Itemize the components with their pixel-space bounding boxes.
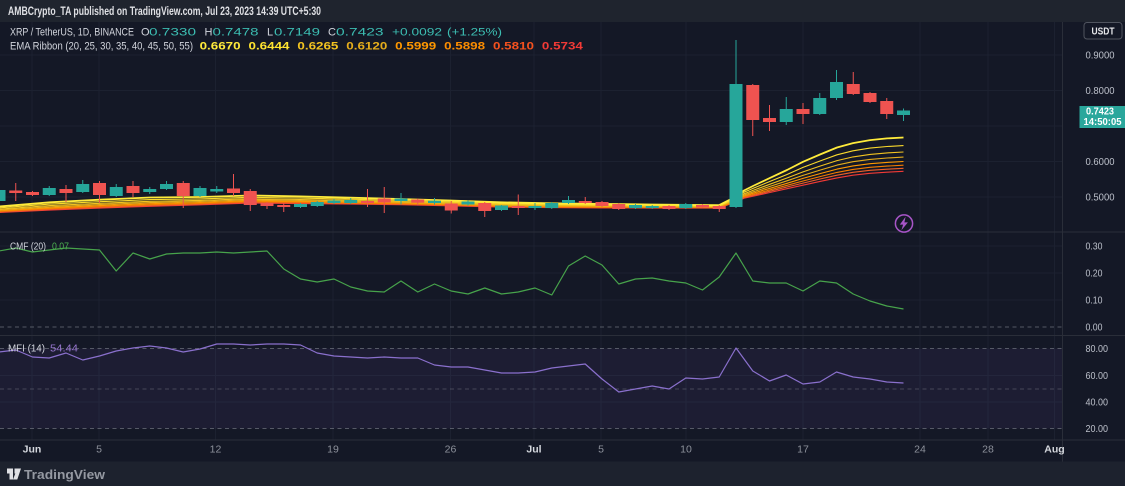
svg-text:5: 5: [598, 444, 604, 456]
svg-text:26: 26: [445, 444, 457, 456]
svg-text:0.8000: 0.8000: [1086, 85, 1115, 97]
svg-text:14:50:05: 14:50:05: [1084, 117, 1122, 128]
svg-text:XRP / TetherUS, 1D, BINANCE: XRP / TetherUS, 1D, BINANCE: [10, 27, 134, 39]
svg-text:0.10: 0.10: [1086, 295, 1103, 307]
svg-text:(+1.25%): (+1.25%): [447, 27, 502, 39]
svg-text:12: 12: [210, 444, 222, 456]
svg-text:MFI (14): MFI (14): [8, 343, 45, 355]
svg-text:54.44: 54.44: [50, 343, 78, 355]
svg-text:20.00: 20.00: [1086, 423, 1109, 435]
svg-text:EMA Ribbon (20, 25, 30, 35, 40: EMA Ribbon (20, 25, 30, 35, 40, 45, 50, …: [10, 41, 193, 53]
svg-text:0.6000: 0.6000: [1086, 156, 1115, 168]
svg-text:40.00: 40.00: [1086, 397, 1109, 409]
svg-text:0.6444: 0.6444: [249, 41, 291, 53]
svg-text:CMF (20): CMF (20): [10, 241, 46, 253]
svg-text:0.5810: 0.5810: [493, 41, 534, 53]
svg-text:C: C: [328, 27, 336, 39]
svg-text:17: 17: [797, 444, 809, 456]
svg-text:+0.0092: +0.0092: [392, 27, 442, 39]
svg-text:0.6120: 0.6120: [346, 41, 387, 53]
svg-text:0.5734: 0.5734: [542, 41, 584, 53]
svg-text:0.5999: 0.5999: [395, 41, 436, 53]
svg-text:0.07: 0.07: [52, 241, 69, 253]
svg-text:0.9000: 0.9000: [1086, 50, 1115, 62]
svg-text:28: 28: [982, 444, 994, 456]
svg-text:USDT: USDT: [1092, 27, 1115, 38]
svg-text:Jun: Jun: [23, 444, 42, 456]
svg-text:0.7330: 0.7330: [149, 27, 196, 39]
svg-text:0.6670: 0.6670: [200, 41, 241, 53]
svg-text:0.5000: 0.5000: [1086, 192, 1115, 204]
svg-text:0.6265: 0.6265: [297, 41, 338, 53]
svg-text:Jul: Jul: [526, 444, 541, 456]
svg-text:80.00: 80.00: [1086, 343, 1109, 355]
svg-text:Aug: Aug: [1044, 444, 1064, 456]
svg-text:O: O: [141, 27, 150, 39]
svg-text:19: 19: [327, 444, 339, 456]
svg-text:0.30: 0.30: [1086, 241, 1103, 253]
svg-text:AMBCrypto_TA published on Trad: AMBCrypto_TA published on TradingView.co…: [8, 6, 321, 18]
svg-text:0.7478: 0.7478: [213, 27, 259, 39]
svg-text:TradingView: TradingView: [24, 468, 105, 482]
svg-text:0.20: 0.20: [1086, 268, 1103, 280]
svg-text:0.5898: 0.5898: [444, 41, 485, 53]
svg-text:10: 10: [680, 444, 692, 456]
svg-text:0.7423: 0.7423: [1086, 107, 1114, 118]
svg-text:0.7149: 0.7149: [274, 27, 320, 39]
svg-text:L: L: [267, 27, 273, 39]
svg-text:0.00: 0.00: [1086, 322, 1103, 334]
svg-text:5: 5: [96, 444, 102, 456]
svg-text:60.00: 60.00: [1086, 370, 1109, 382]
svg-text:H: H: [205, 27, 213, 39]
svg-text:0.7423: 0.7423: [336, 27, 384, 39]
svg-text:24: 24: [914, 444, 926, 456]
